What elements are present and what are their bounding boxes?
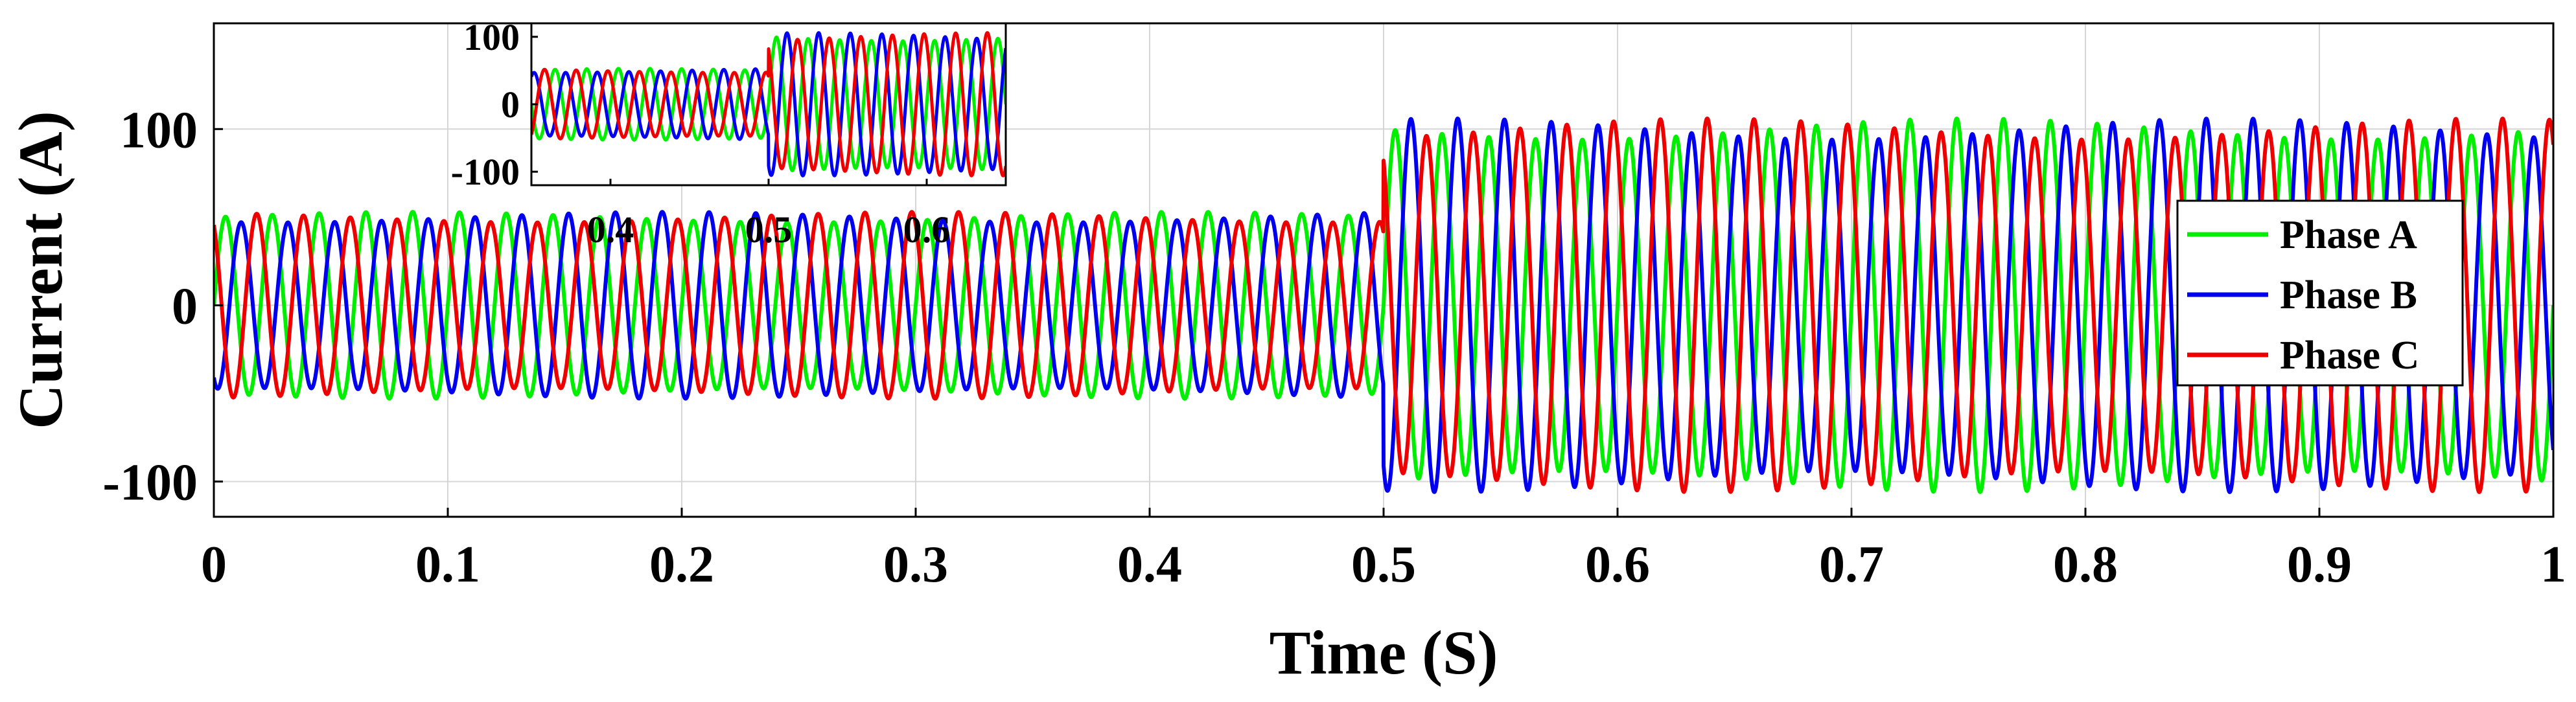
- legend: Phase A Phase B Phase C: [2176, 199, 2464, 387]
- x-tick-label: 0: [201, 536, 227, 593]
- inset-x-tick-label: 0.5: [745, 209, 793, 251]
- x-tick-label: 0.9: [2287, 536, 2352, 593]
- inset-y-tick-label: -100: [451, 151, 520, 193]
- legend-label-phase-a: Phase A: [2280, 213, 2417, 257]
- series-line-phase-b: [214, 117, 2553, 494]
- inset-y-axis: -100 0 100: [451, 16, 538, 193]
- inset-x-tick-label: 0.4: [587, 209, 634, 251]
- y-tick-label: 100: [120, 102, 198, 159]
- inset-plot: -100 0 100 0.4 0.5 0.6: [451, 16, 1007, 251]
- x-tick-label: 0.8: [2053, 536, 2118, 593]
- series-group: [214, 117, 2553, 494]
- x-tick-label: 0.1: [415, 536, 480, 593]
- inset-x-tick-label: 0.6: [903, 209, 951, 251]
- legend-label-phase-b: Phase B: [2280, 273, 2417, 317]
- inset-series-line-phase-a: [531, 35, 1006, 172]
- y-tick-label: 0: [172, 278, 198, 335]
- inset-series-line-phase-c: [531, 31, 1006, 177]
- y-axis-title: Current (A): [6, 111, 75, 429]
- x-axis-title: Time (S): [1270, 618, 1498, 687]
- x-tick-label: 0.7: [1819, 536, 1884, 593]
- x-tick-label: 1: [2540, 536, 2566, 593]
- x-axis: 0 0.1 0.2 0.3 0.4 0.5 0.6 0.7 0.8 0.9 1: [201, 508, 2566, 593]
- series-line-phase-a: [214, 117, 2553, 494]
- inset-y-tick-label: 0: [501, 84, 520, 126]
- x-tick-label: 0.2: [649, 536, 714, 593]
- legend-label-phase-c: Phase C: [2280, 334, 2419, 378]
- inset-x-axis: 0.4 0.5 0.6: [587, 179, 951, 251]
- inset-series-line-phase-b: [531, 31, 1006, 177]
- x-tick-label: 0.6: [1585, 536, 1650, 593]
- y-axis: -100 0 100: [102, 102, 223, 512]
- y-tick-label: -100: [102, 455, 198, 512]
- x-tick-label: 0.3: [883, 536, 948, 593]
- inset-y-tick-label: 100: [463, 16, 520, 58]
- series-line-phase-c: [214, 117, 2553, 494]
- inset-series-group: [531, 31, 1006, 177]
- x-tick-label: 0.4: [1117, 536, 1182, 593]
- x-tick-label: 0.5: [1351, 536, 1416, 593]
